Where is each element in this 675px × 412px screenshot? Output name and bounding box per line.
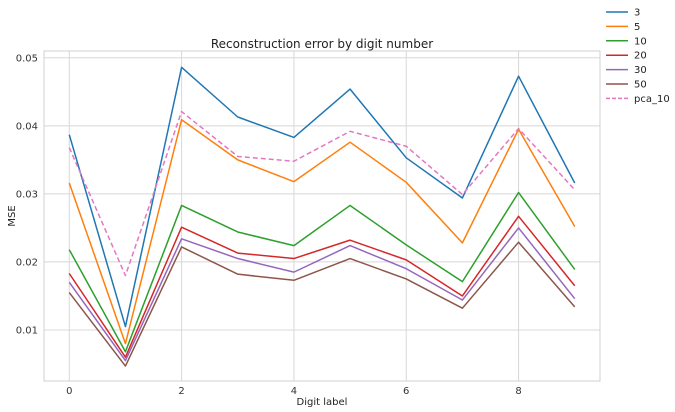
y-tick-label: 0.02 bbox=[16, 257, 38, 268]
x-tick-label: 8 bbox=[515, 386, 521, 397]
plot-area-border bbox=[43, 50, 601, 382]
x-tick-label: 6 bbox=[403, 386, 409, 397]
y-tick-label: 0.01 bbox=[16, 325, 38, 336]
x-tick-label: 2 bbox=[178, 386, 184, 397]
legend-label: 30 bbox=[634, 65, 647, 76]
y-tick-label: 0.03 bbox=[16, 189, 38, 200]
y-axis-ticks: 0.01 0.02 0.03 0.04 0.05 bbox=[16, 53, 38, 336]
series-lines bbox=[68, 66, 576, 367]
y-axis-label: MSE bbox=[7, 205, 18, 226]
legend-label: 5 bbox=[634, 22, 640, 33]
x-axis-label: Digit label bbox=[297, 397, 348, 408]
legend-label: 50 bbox=[634, 80, 647, 91]
x-axis-ticks: 0 2 4 6 8 bbox=[66, 386, 522, 397]
grid-lines bbox=[44, 51, 600, 381]
y-tick-label: 0.05 bbox=[16, 53, 38, 64]
legend: 3 5 10 20 30 50 pca_10 bbox=[606, 8, 670, 105]
series-line-pca-10 bbox=[68, 110, 576, 277]
x-tick-label: 4 bbox=[291, 386, 297, 397]
y-tick-label: 0.04 bbox=[16, 121, 38, 132]
legend-label: 20 bbox=[634, 51, 647, 62]
series-line-50 bbox=[68, 241, 576, 367]
legend-label: 3 bbox=[634, 8, 640, 19]
series-line-10 bbox=[68, 191, 576, 353]
x-tick-label: 0 bbox=[66, 386, 72, 397]
legend-label: 10 bbox=[634, 36, 647, 47]
series-line-3 bbox=[68, 66, 576, 328]
series-line-30 bbox=[68, 227, 576, 362]
series-line-5 bbox=[68, 118, 576, 345]
series-line-20 bbox=[68, 215, 576, 358]
chart-title: Reconstruction error by digit number bbox=[211, 37, 433, 51]
legend-label: pca_10 bbox=[634, 94, 670, 105]
